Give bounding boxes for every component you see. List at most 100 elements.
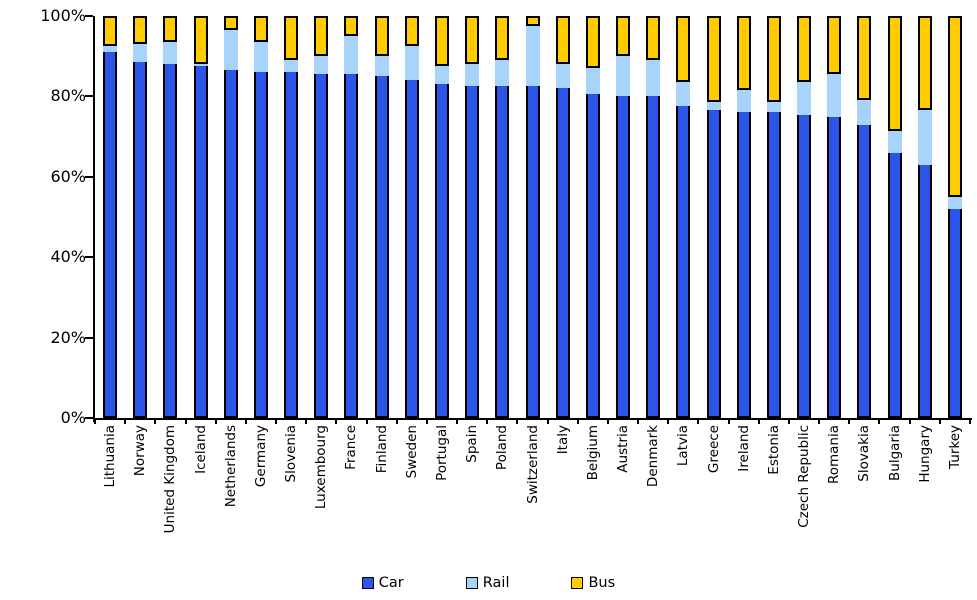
y-tick: [85, 95, 93, 97]
bar-italy: [556, 16, 570, 418]
x-category-label: Norway: [132, 425, 148, 477]
bar-netherlands: [224, 16, 238, 418]
x-category-label: Bulgaria: [887, 425, 903, 481]
segment-car: [707, 110, 721, 418]
x-tick: [305, 418, 307, 424]
segment-rail: [465, 62, 479, 89]
segment-car: [344, 74, 358, 418]
x-category-label: Sweden: [404, 425, 420, 479]
segment-car: [284, 72, 298, 418]
bar-czech-republic: [797, 16, 811, 418]
bar-portugal: [435, 16, 449, 418]
segment-rail: [405, 44, 419, 83]
segment-car: [918, 164, 932, 418]
x-category-label: France: [343, 425, 359, 470]
segment-rail: [888, 128, 902, 155]
x-tick: [185, 418, 187, 424]
x-tick: [215, 418, 217, 424]
y-tick: [85, 15, 93, 17]
segment-rail: [556, 62, 570, 91]
segment-car: [163, 64, 177, 418]
segment-car: [103, 52, 117, 418]
x-tick: [396, 418, 398, 424]
x-category-label: United Kingdom: [162, 425, 178, 534]
y-tick: [85, 417, 93, 419]
x-category-label: Czech Republic: [796, 425, 812, 528]
x-axis-line: [93, 418, 972, 420]
bar-luxembourg: [314, 16, 328, 418]
x-category-label: Estonia: [766, 425, 782, 475]
x-tick: [909, 418, 911, 424]
segment-car: [767, 112, 781, 418]
bar-sweden: [405, 16, 419, 418]
segment-rail: [163, 40, 177, 67]
legend-swatch-car: [361, 577, 374, 589]
segment-rail: [224, 28, 238, 73]
x-tick: [697, 418, 699, 424]
bar-bulgaria: [888, 16, 902, 418]
segment-car: [797, 114, 811, 418]
segment-rail: [435, 64, 449, 87]
segment-rail: [616, 54, 630, 99]
segment-car: [224, 70, 238, 418]
segment-car: [857, 124, 871, 418]
legend-item-car: Car: [361, 575, 404, 591]
x-category-label: Luxembourg: [313, 425, 329, 510]
bar-slovakia: [857, 16, 871, 418]
x-tick: [516, 418, 518, 424]
legend-item-bus: Bus: [571, 575, 615, 591]
legend-swatch-bus: [571, 577, 584, 589]
y-tick-label: 0%: [60, 408, 86, 427]
x-tick: [818, 418, 820, 424]
y-tick-label: 40%: [50, 247, 86, 266]
segment-car: [948, 208, 962, 418]
segment-rail: [344, 34, 358, 77]
y-tick-label: 20%: [50, 328, 86, 347]
x-category-label: Iceland: [193, 425, 209, 474]
bar-hungary: [918, 16, 932, 418]
x-tick: [607, 418, 609, 424]
segment-rail: [676, 80, 690, 109]
bar-united-kingdom: [163, 16, 177, 418]
x-category-label: Netherlands: [223, 425, 239, 508]
y-tick: [85, 256, 93, 258]
segment-car: [888, 152, 902, 418]
x-tick: [728, 418, 730, 424]
x-tick: [124, 418, 126, 424]
x-category-label: Switzerland: [525, 425, 541, 504]
x-tick: [547, 418, 549, 424]
segment-rail: [526, 24, 540, 89]
legend: Car Rail Bus: [0, 575, 977, 591]
x-category-label: Romania: [826, 425, 842, 485]
x-category-label: Austria: [615, 425, 631, 473]
segment-rail: [797, 80, 811, 117]
legend-item-rail: Rail: [465, 575, 509, 591]
x-tick: [878, 418, 880, 424]
legend-label-bus: Bus: [588, 575, 616, 591]
y-tick-label: 60%: [50, 167, 86, 186]
x-category-label: Belgium: [585, 425, 601, 481]
x-category-label: Denmark: [645, 425, 661, 488]
x-tick: [366, 418, 368, 424]
segment-rail: [375, 54, 389, 79]
bar-latvia: [676, 16, 690, 418]
segment-car: [616, 96, 630, 418]
segment-car: [827, 116, 841, 418]
x-tick: [426, 418, 428, 424]
segment-car: [435, 84, 449, 418]
segment-car: [737, 112, 751, 418]
x-category-label: Slovakia: [856, 425, 872, 482]
bar-greece: [707, 16, 721, 418]
y-tick-label: 80%: [50, 86, 86, 105]
x-category-label: Spain: [464, 425, 480, 463]
bar-spain: [465, 16, 479, 418]
bar-austria: [616, 16, 630, 418]
bar-denmark: [646, 16, 660, 418]
x-tick: [486, 418, 488, 424]
segment-rail: [495, 58, 509, 89]
segment-rail: [737, 88, 751, 115]
segment-rail: [133, 42, 147, 65]
x-category-label: Latvia: [675, 425, 691, 467]
segment-car: [586, 94, 600, 418]
segment-car: [556, 88, 570, 418]
